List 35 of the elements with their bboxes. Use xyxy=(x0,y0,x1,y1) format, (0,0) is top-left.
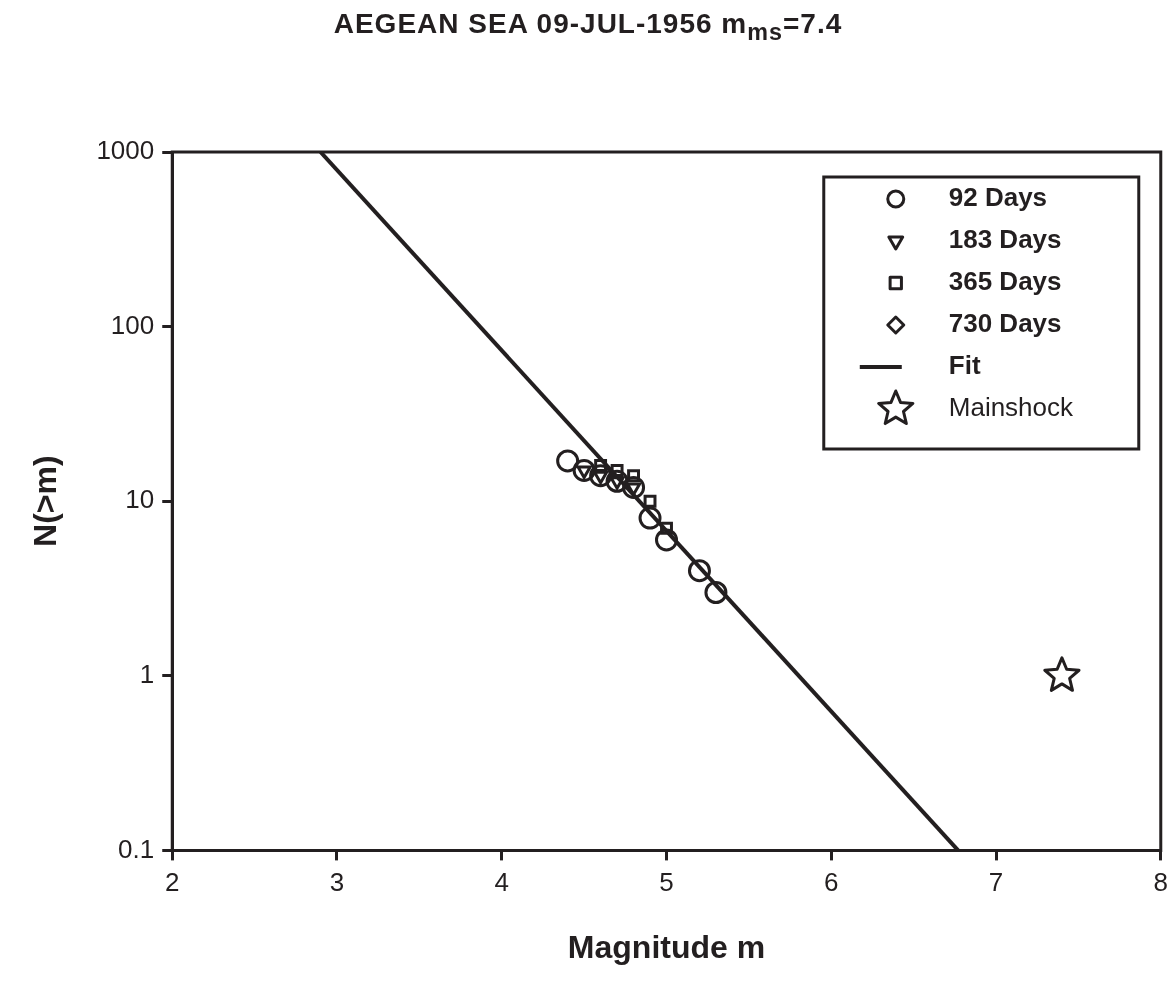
point xyxy=(627,469,640,483)
legend-label: Fit xyxy=(948,350,981,381)
point xyxy=(660,521,673,535)
x-tick-label: 3 xyxy=(329,867,345,898)
legend-label: 730 Days xyxy=(948,308,1062,339)
point xyxy=(687,559,711,583)
point xyxy=(610,464,624,477)
point xyxy=(572,458,596,482)
y-tick-label: 0.1 xyxy=(118,833,155,864)
x-tick-label: 2 xyxy=(165,867,180,898)
legend-label: Mainshock xyxy=(948,392,1075,423)
point xyxy=(622,475,646,499)
point xyxy=(704,581,728,604)
point xyxy=(556,449,580,473)
chart-title: AEGEAN SEA 09-JUL-1956 m$_{ms}$=7.4 xyxy=(332,8,844,46)
point xyxy=(589,464,613,488)
point xyxy=(643,494,657,508)
legend-label: 92 Days xyxy=(948,182,1048,213)
x-tick-label: 5 xyxy=(659,867,674,898)
point xyxy=(605,469,629,493)
x-tick-label: 8 xyxy=(1153,867,1168,898)
x-tick-label: 6 xyxy=(824,867,839,898)
point xyxy=(1043,656,1081,692)
y-tick-label: 10 xyxy=(125,484,155,515)
legend-label: 183 Days xyxy=(948,224,1062,255)
y-tick-label: 100 xyxy=(110,309,155,340)
x-tick-label: 4 xyxy=(494,867,509,898)
legend-label: 365 Days xyxy=(948,266,1062,297)
point xyxy=(655,528,679,552)
y-tick-label: 1 xyxy=(139,658,155,689)
point xyxy=(638,506,662,530)
y-axis-title: N(>m) xyxy=(27,455,64,547)
x-tick-label: 7 xyxy=(988,867,1004,898)
y-tick-label: 1000 xyxy=(96,135,155,166)
x-axis-title: Magnitude m xyxy=(567,928,766,965)
